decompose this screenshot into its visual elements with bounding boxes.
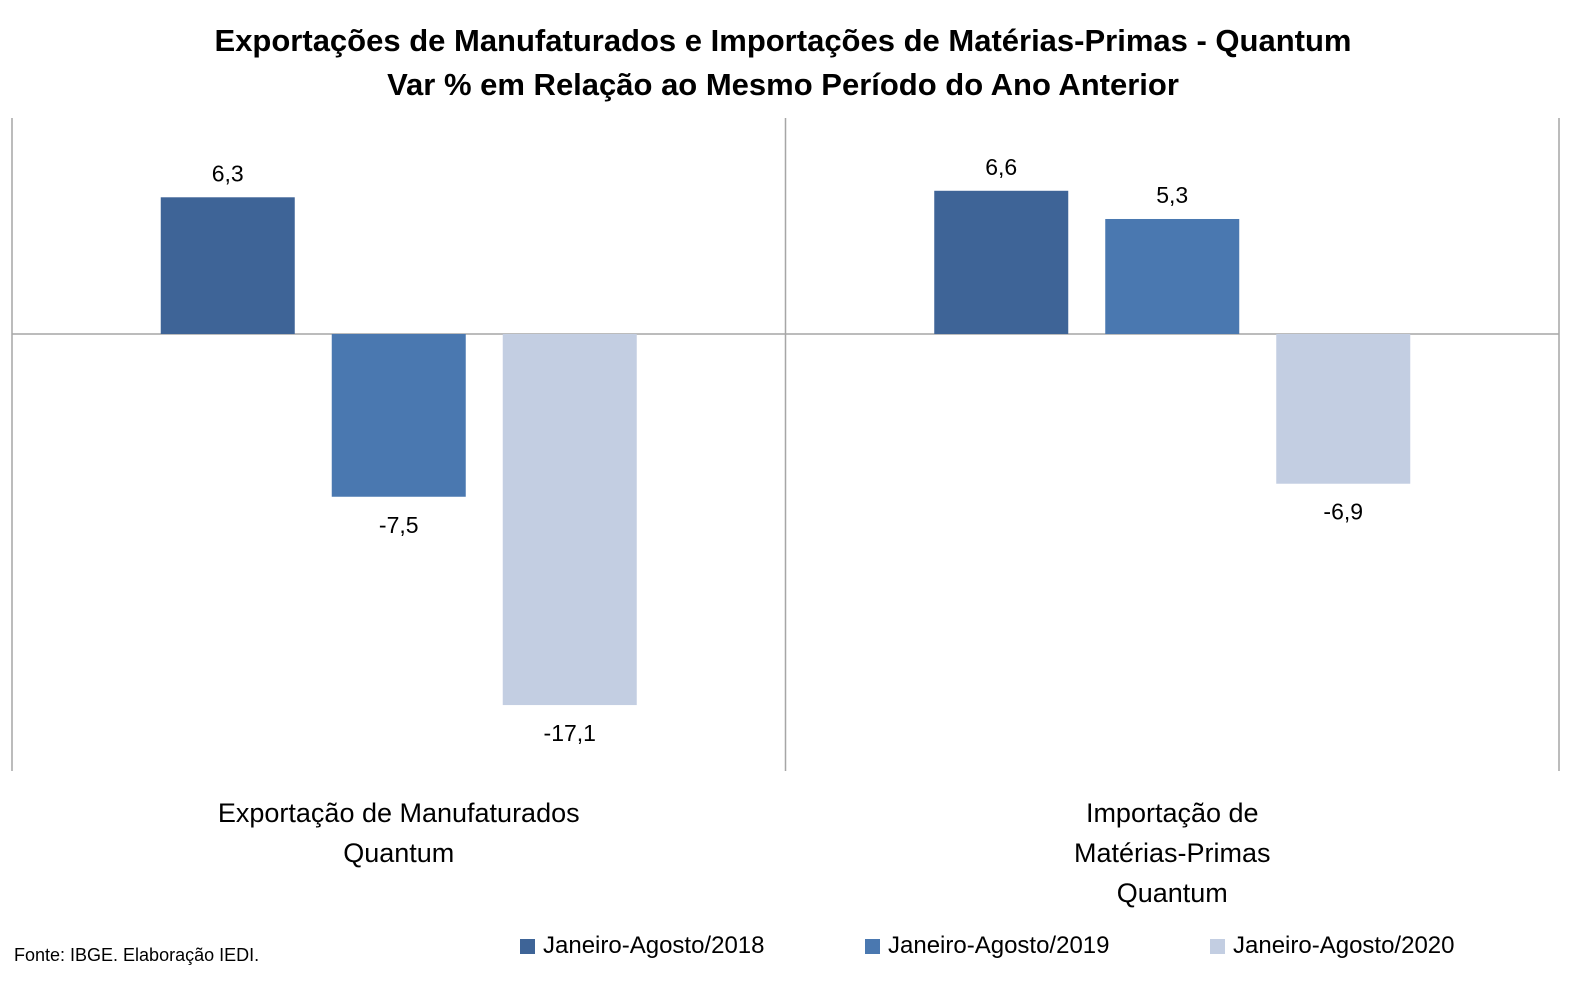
legend-label-2018: Janeiro-Agosto/2018 — [543, 932, 765, 959]
data-labels-group: 6,3 -7,5 -17,1 6,6 5,3 -6,9 — [212, 154, 1363, 746]
data-label-s0-c1: 6,6 — [985, 154, 1017, 180]
category-label-0-line-1: Quantum — [343, 838, 454, 868]
bar-s1-c0 — [331, 334, 466, 497]
bar-s1-c1 — [1105, 218, 1240, 334]
legend-label-2020: Janeiro-Agosto/2020 — [1233, 932, 1455, 959]
category-labels-group: Exportação de Manufaturados Quantum Import… — [218, 798, 1271, 908]
category-label-0-line-0: Exportação de Manufaturados — [218, 798, 580, 828]
bars-group — [160, 190, 1411, 706]
data-label-s0-c0: 6,3 — [212, 160, 244, 186]
category-label-1-line-2: Quantum — [1117, 878, 1228, 908]
data-label-s1-c0: -7,5 — [379, 512, 419, 538]
data-label-s2-c1: -6,9 — [1323, 499, 1363, 525]
data-label-s1-c1: 5,3 — [1156, 182, 1188, 208]
bar-s2-c1 — [1276, 334, 1411, 484]
bar-s0-c0 — [160, 197, 295, 334]
legend-swatch-2019 — [865, 938, 880, 954]
source-note: Fonte: IBGE. Elaboração IEDI. — [14, 945, 260, 965]
bar-s0-c1 — [934, 190, 1069, 334]
category-label-1-line-0: Importação de — [1086, 798, 1259, 828]
chart-subtitle: Var % em Relação ao Mesmo Período do Ano… — [387, 67, 1179, 102]
legend: Janeiro-Agosto/2018 Janeiro-Agosto/2019 … — [520, 932, 1555, 960]
data-label-s2-c0: -17,1 — [544, 720, 596, 746]
legend-swatch-2018 — [520, 938, 535, 954]
legend-item-2019: Janeiro-Agosto/2019 — [865, 932, 1210, 960]
legend-item-2020: Janeiro-Agosto/2020 — [1210, 932, 1555, 960]
legend-swatch-2020 — [1210, 938, 1225, 954]
category-label-1-line-1: Matérias-Primas — [1074, 838, 1271, 868]
legend-item-2018: Janeiro-Agosto/2018 — [520, 932, 865, 960]
chart-title: Exportações de Manufaturados e Importaçõ… — [215, 23, 1352, 58]
bar-s2-c0 — [502, 334, 637, 706]
legend-label-2019: Janeiro-Agosto/2019 — [888, 932, 1110, 959]
